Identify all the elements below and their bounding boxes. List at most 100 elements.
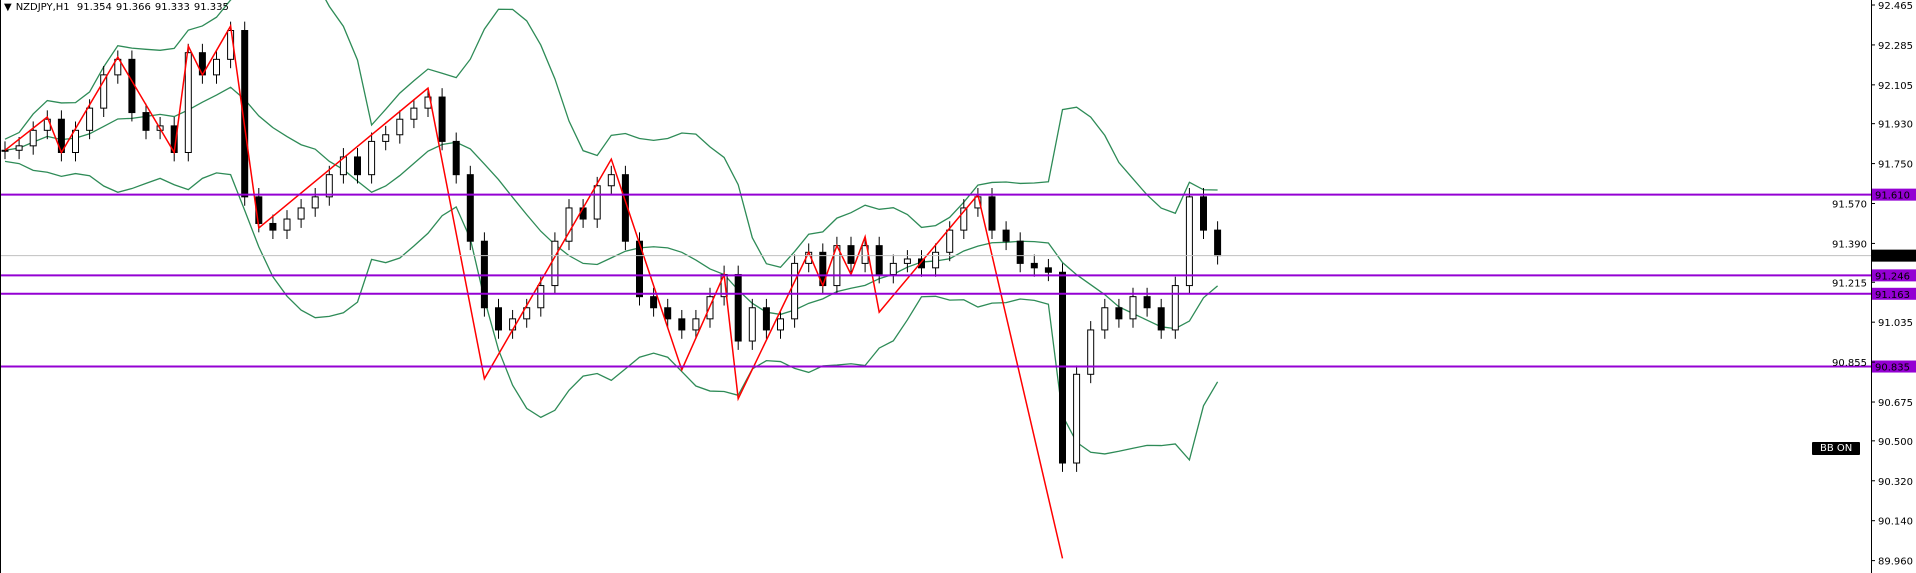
candle-body <box>1185 196 1193 287</box>
level-price-tag <box>1872 360 1916 373</box>
symbol: NZDJPY,H1 <box>15 2 70 13</box>
bb-on-badge[interactable]: BB ON <box>1812 442 1861 455</box>
candle-body <box>1030 262 1038 269</box>
candle-body <box>988 196 996 231</box>
candle-body <box>184 52 192 153</box>
level-price-tag <box>1872 188 1916 201</box>
candle-body <box>523 307 531 320</box>
candle-body <box>1115 307 1123 320</box>
dropdown-icon[interactable]: ▼ <box>4 2 12 13</box>
candle-body <box>650 296 658 309</box>
level-price-label: 90.835 <box>1875 363 1910 374</box>
candle-body <box>438 96 446 142</box>
candle-body <box>847 245 855 264</box>
y-tick-label: 91.570 <box>1832 200 1867 211</box>
ohlc-low: 91.333 <box>154 2 190 13</box>
level-price-tag <box>1872 269 1916 282</box>
y-tick-label: 91.930 <box>1878 120 1913 131</box>
candle-body <box>466 174 474 242</box>
bb-lower <box>4 160 1219 462</box>
candle-body <box>29 129 37 147</box>
y-tick-label: 90.500 <box>1878 437 1913 448</box>
candle-body <box>875 245 883 275</box>
candle-body <box>354 156 361 176</box>
candle-body <box>551 240 559 287</box>
ohlc-close: 91.335 <box>193 2 229 13</box>
ohlc-high: 91.366 <box>115 2 151 13</box>
zigzag-polyline <box>4 23 1064 559</box>
candle-body <box>762 307 770 331</box>
bid-price-label: 91.335 <box>1875 252 1910 263</box>
candle-body <box>1002 229 1010 242</box>
candle-body <box>382 134 390 142</box>
y-tick-label: 92.285 <box>1878 41 1913 52</box>
candle-body <box>368 140 376 176</box>
candle-body <box>410 107 418 120</box>
candle-body <box>1044 267 1052 273</box>
level-price-tag <box>1872 287 1916 300</box>
candle-body <box>579 207 587 220</box>
y-tick-label: 90.320 <box>1878 477 1913 488</box>
candle-body <box>297 207 305 220</box>
level-price-label: 91.610 <box>1875 191 1910 202</box>
bid-price-tag <box>1872 249 1916 262</box>
y-tick-label: 91.390 <box>1832 239 1867 250</box>
ohlc-open: 91.354 <box>76 2 112 13</box>
y-tick-label: 91.035 <box>1878 318 1913 329</box>
level-price-label: 91.246 <box>1875 271 1910 282</box>
candle-body <box>664 307 672 320</box>
candle-body <box>1073 373 1081 464</box>
y-tick-label: 90.675 <box>1878 398 1913 409</box>
candle-body <box>1129 296 1137 320</box>
bollinger-bands <box>4 0 1219 462</box>
candle-body <box>100 74 108 109</box>
chart-title: ▼ NZDJPY,H1 91.354 91.366 91.333 91.335 <box>4 2 233 13</box>
candle-body <box>734 273 742 342</box>
candle-body <box>946 229 954 253</box>
candle-body <box>537 285 545 309</box>
candle-body <box>748 307 756 342</box>
candle-body <box>593 185 601 220</box>
zigzag-line <box>4 23 1064 559</box>
candle-body <box>903 258 911 264</box>
candle-body <box>311 196 319 209</box>
candle-body <box>777 318 784 331</box>
candle-body <box>565 207 573 242</box>
candle-body <box>142 112 150 131</box>
candle-body <box>241 30 249 198</box>
candle-body <box>1016 240 1024 264</box>
bb-middle <box>4 86 1219 330</box>
candle-body <box>918 258 925 269</box>
candle-body <box>325 174 333 198</box>
candle-body <box>72 129 79 153</box>
candle-body <box>692 318 700 331</box>
level-price-label: 91.163 <box>1875 290 1910 301</box>
bb-upper <box>4 0 1218 269</box>
candle-body <box>509 318 517 331</box>
candle-body <box>213 58 220 76</box>
candle-body <box>495 307 502 331</box>
y-tick-label: 92.105 <box>1878 81 1913 92</box>
candle-body <box>1 149 9 152</box>
candle-body <box>1087 329 1095 375</box>
y-tick-label: 92.465 <box>1878 1 1913 12</box>
candle-body <box>339 156 347 176</box>
candle-body <box>889 262 897 275</box>
candle-body <box>86 107 94 131</box>
candle-body <box>396 118 404 136</box>
y-tick-label: 91.215 <box>1832 278 1867 289</box>
candle-body <box>1059 271 1066 464</box>
candle-body <box>1214 229 1222 257</box>
candle-body <box>1200 196 1207 231</box>
candles <box>1 21 1222 472</box>
y-tick-label: 90.140 <box>1878 517 1913 528</box>
candle-body <box>15 145 23 151</box>
y-tick-label: 90.855 <box>1832 358 1867 369</box>
candle-body <box>678 318 686 331</box>
candle-body <box>269 222 277 231</box>
y-tick-label: 89.960 <box>1878 557 1913 568</box>
candle-body <box>1171 285 1179 331</box>
candle-body <box>607 174 615 187</box>
